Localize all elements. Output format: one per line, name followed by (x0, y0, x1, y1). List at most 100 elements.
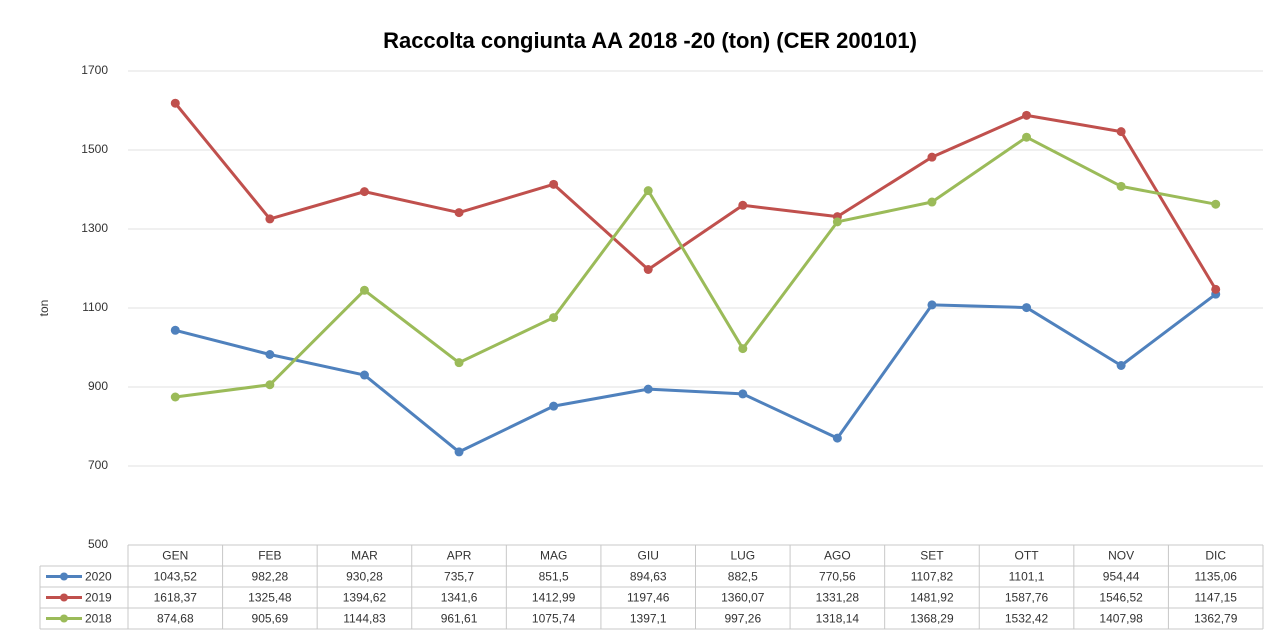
x-tick-label: OTT (1015, 549, 1040, 563)
point (927, 152, 937, 162)
point (643, 265, 653, 275)
point (359, 285, 369, 295)
table-cell: 982,28 (252, 570, 289, 584)
table-cell: 1546,52 (1099, 591, 1143, 605)
table-cell: 851,5 (539, 570, 569, 584)
legend-label: 2018 (85, 612, 112, 626)
y-tick-label: 900 (88, 379, 108, 393)
table-cell: 930,28 (346, 570, 383, 584)
legend-marker (60, 593, 68, 602)
table-cell: 1362,79 (1194, 612, 1238, 626)
table-cell: 905,69 (252, 612, 289, 626)
point (170, 98, 180, 108)
table-cell: 1481,92 (910, 591, 954, 605)
x-tick-label: MAR (351, 549, 378, 563)
table-cell: 1101,1 (1009, 570, 1045, 584)
point (265, 380, 275, 390)
point (549, 179, 559, 189)
table-cell: 874,68 (157, 612, 194, 626)
table-cell: 1368,29 (910, 612, 954, 626)
table-cell: 1407,98 (1099, 612, 1143, 626)
table-cell: 1043,52 (154, 570, 198, 584)
table-cell: 1397,1 (630, 612, 667, 626)
point (738, 389, 748, 399)
point (1022, 132, 1032, 142)
y-tick-label: 1300 (81, 221, 108, 235)
x-tick-label: DIC (1205, 549, 1226, 563)
y-tick-label: 1500 (81, 142, 108, 156)
x-tick-label: GIU (638, 549, 659, 563)
point (1211, 284, 1221, 294)
table-cell: 961,61 (441, 612, 478, 626)
point (927, 300, 937, 310)
point (832, 217, 842, 227)
table-cell: 1075,74 (532, 612, 576, 626)
table-cell: 1197,46 (627, 591, 670, 605)
table-cell: 1618,37 (154, 591, 198, 605)
table-cell: 1107,82 (911, 570, 954, 584)
x-tick-label: LUG (730, 549, 755, 563)
point (265, 214, 275, 224)
table-cell: 1587,76 (1005, 591, 1049, 605)
x-tick-label: APR (447, 549, 472, 563)
point (1116, 181, 1126, 191)
table-cell: 1144,83 (343, 612, 386, 626)
legend-marker (60, 614, 68, 623)
y-tick-label: 700 (88, 458, 108, 472)
table-cell: 1412,99 (532, 591, 576, 605)
legend-marker (60, 572, 68, 581)
y-tick-label: 500 (88, 537, 108, 551)
x-tick-label: GEN (162, 549, 188, 563)
table-cell: 1394,62 (343, 591, 387, 605)
table-cell: 1135,06 (1194, 570, 1237, 584)
series-line (174, 102, 1217, 291)
chart-title: Raccolta congiunta AA 2018 -20 (ton) (CE… (383, 28, 917, 53)
table-cell: 1318,14 (816, 612, 860, 626)
legend-label: 2019 (85, 591, 112, 605)
y-tick-label: 1700 (81, 63, 108, 77)
y-tick-label: 1100 (82, 300, 108, 314)
table-cell: 954,44 (1103, 570, 1140, 584)
point (738, 344, 748, 354)
table-cell: 1360,07 (721, 591, 765, 605)
point (170, 392, 180, 402)
point (170, 325, 180, 335)
y-axis-label: ton (37, 300, 51, 317)
series-line (174, 292, 1217, 454)
table-cell: 882,5 (728, 570, 758, 584)
point (359, 370, 369, 380)
point (1211, 199, 1221, 209)
x-tick-label: NOV (1108, 549, 1134, 563)
point (454, 447, 464, 457)
point (265, 349, 275, 359)
x-tick-label: AGO (824, 549, 851, 563)
legend-label: 2020 (85, 570, 112, 584)
point (1022, 110, 1032, 120)
table-cell: 1331,28 (816, 591, 860, 605)
point (1022, 303, 1032, 313)
table-cell: 997,26 (724, 612, 761, 626)
point (454, 208, 464, 218)
point (1116, 360, 1126, 370)
x-tick-label: MAG (540, 549, 567, 563)
point (1116, 127, 1126, 137)
point (643, 186, 653, 196)
point (738, 200, 748, 210)
point (549, 313, 559, 323)
point (927, 197, 937, 207)
table-cell: 1147,15 (1194, 591, 1237, 605)
point (359, 187, 369, 197)
point (832, 433, 842, 443)
table-cell: 1532,42 (1005, 612, 1049, 626)
table-cell: 770,56 (819, 570, 856, 584)
point (454, 358, 464, 368)
point (549, 401, 559, 411)
table-cell: 894,63 (630, 570, 667, 584)
series-line (175, 135, 1216, 399)
table-cell: 1325,48 (248, 591, 292, 605)
x-tick-label: SET (920, 549, 944, 563)
table-cell: 1341,6 (441, 591, 478, 605)
x-tick-label: FEB (258, 549, 281, 563)
point (643, 384, 653, 394)
